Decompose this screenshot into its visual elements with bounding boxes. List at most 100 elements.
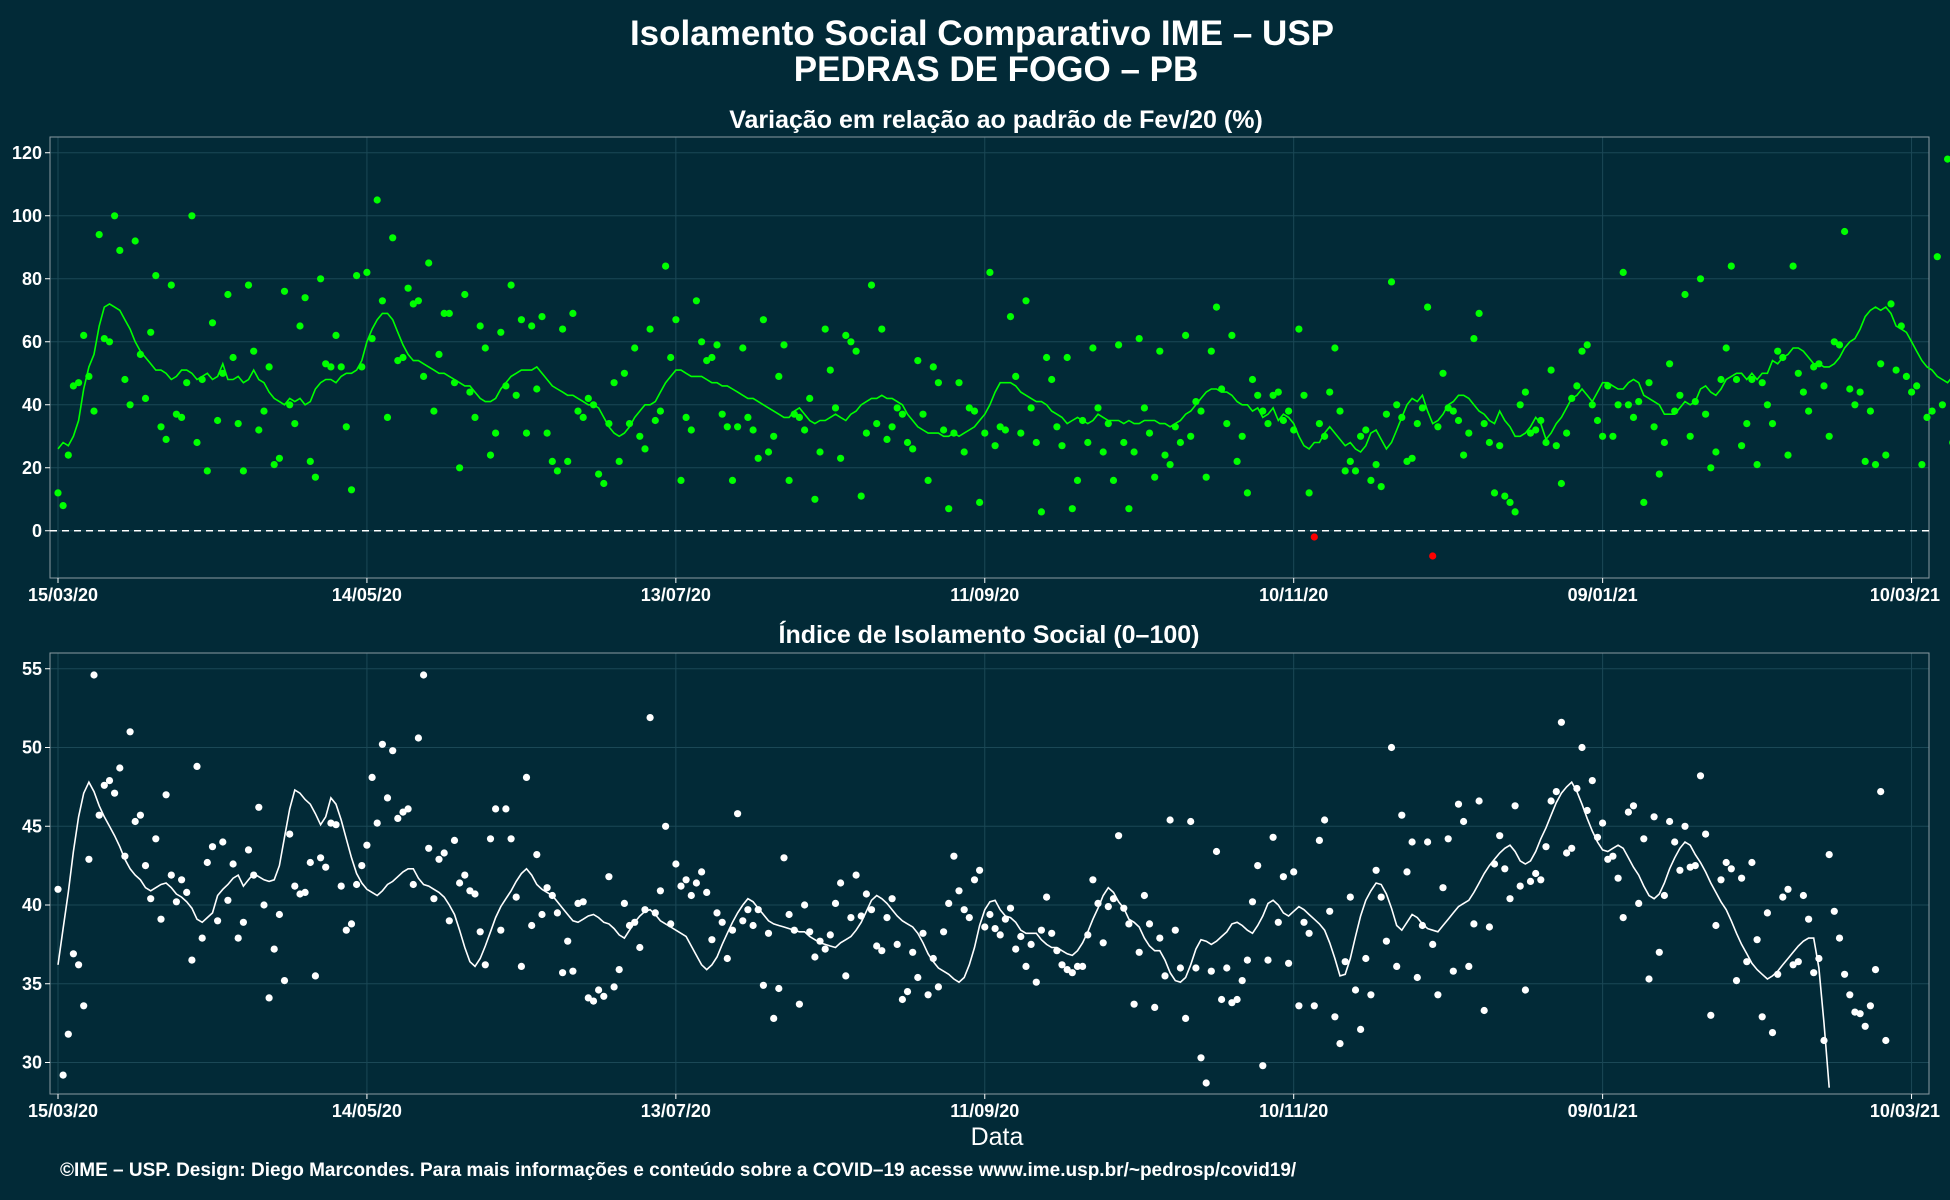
data-point <box>692 879 701 887</box>
data-point <box>1424 838 1432 846</box>
data-point <box>100 781 108 789</box>
data-point <box>867 281 876 289</box>
data-point <box>1043 893 1051 901</box>
data-point <box>1707 464 1715 472</box>
data-point <box>1640 835 1648 843</box>
data-point <box>1820 1036 1828 1045</box>
data-point <box>878 947 886 955</box>
data-point <box>1758 379 1766 387</box>
data-point <box>1794 369 1802 377</box>
data-point <box>1511 802 1519 810</box>
data-point <box>1192 398 1200 406</box>
data-point <box>1259 1062 1267 1070</box>
data-point <box>1650 813 1658 821</box>
data-point <box>1109 476 1118 484</box>
data-point <box>1017 429 1025 437</box>
data-point <box>399 353 407 362</box>
data-point <box>280 977 289 985</box>
data-point <box>1439 884 1447 892</box>
data-point <box>1022 297 1030 305</box>
data-point <box>1212 847 1221 856</box>
data-point <box>317 854 325 862</box>
data-point <box>1130 1000 1138 1008</box>
data-point <box>1799 891 1807 900</box>
data-point <box>383 413 392 421</box>
data-point <box>667 920 675 928</box>
data-point <box>950 429 958 437</box>
data-point <box>136 811 144 819</box>
data-point <box>1485 438 1493 447</box>
data-point <box>1207 967 1215 975</box>
data-point <box>1825 851 1833 859</box>
data-point <box>1218 995 1226 1004</box>
data-point <box>147 895 155 903</box>
data-point <box>1027 404 1035 412</box>
data-point <box>126 728 134 736</box>
data-point <box>1944 155 1950 163</box>
data-point <box>342 926 350 934</box>
data-point <box>903 988 912 996</box>
data-point <box>1145 429 1154 437</box>
data-point <box>620 369 629 377</box>
data-point <box>193 762 201 771</box>
x-tick-label: 10/11/20 <box>1259 1101 1328 1121</box>
data-point <box>1908 388 1916 396</box>
data-point <box>940 426 948 434</box>
data-point <box>1635 899 1643 908</box>
data-point <box>1238 432 1246 440</box>
data-point <box>1568 844 1576 852</box>
data-point <box>121 375 129 384</box>
data-point <box>1413 973 1421 982</box>
data-point <box>1521 986 1529 994</box>
data-point <box>1856 1010 1864 1018</box>
data-point <box>1171 926 1179 934</box>
data-point <box>1094 899 1102 908</box>
data-point <box>1166 816 1174 824</box>
data-point <box>991 442 999 450</box>
data-point <box>311 473 319 481</box>
data-point <box>126 401 134 409</box>
data-point <box>692 297 701 305</box>
data-point <box>559 325 567 333</box>
data-point <box>1460 451 1468 459</box>
panel-1-x-ticks: 15/03/20 14/05/20 13/07/20 11/09/20 10/11/20… <box>28 578 1940 605</box>
data-point <box>1321 432 1329 440</box>
data-point <box>1233 995 1241 1004</box>
data-point <box>1722 344 1730 352</box>
data-point <box>1372 866 1380 874</box>
data-point <box>167 871 175 879</box>
data-point <box>1115 341 1123 349</box>
data-point <box>69 950 77 958</box>
data-point <box>651 416 659 425</box>
data-point <box>1084 438 1092 447</box>
data-point <box>1774 970 1782 978</box>
y-tick-label: 60 <box>22 332 42 352</box>
data-point <box>1521 388 1529 396</box>
data-point <box>224 290 232 299</box>
data-point <box>837 879 845 887</box>
data-point <box>255 426 263 434</box>
data-point <box>347 920 356 928</box>
data-point <box>198 934 206 942</box>
data-point <box>898 410 907 418</box>
data-point <box>1696 772 1705 780</box>
data-point <box>708 353 716 362</box>
data-point <box>1583 806 1591 815</box>
data-point <box>1866 407 1874 415</box>
panel-1-frame <box>49 136 1930 579</box>
data-point <box>713 909 721 917</box>
x-tick-label: 13/07/20 <box>641 1101 711 1121</box>
data-point <box>1315 420 1323 428</box>
data-point <box>703 357 711 365</box>
data-point <box>672 860 680 868</box>
data-point <box>754 454 762 462</box>
data-point <box>373 819 381 827</box>
data-point <box>250 347 258 355</box>
data-point <box>1125 505 1133 513</box>
data-point <box>1161 972 1169 980</box>
data-point <box>1109 895 1118 903</box>
data-point <box>589 997 598 1005</box>
data-point <box>1218 385 1226 393</box>
panel-1-y-ticks: 0 20 40 60 80 100 120 <box>12 143 50 541</box>
